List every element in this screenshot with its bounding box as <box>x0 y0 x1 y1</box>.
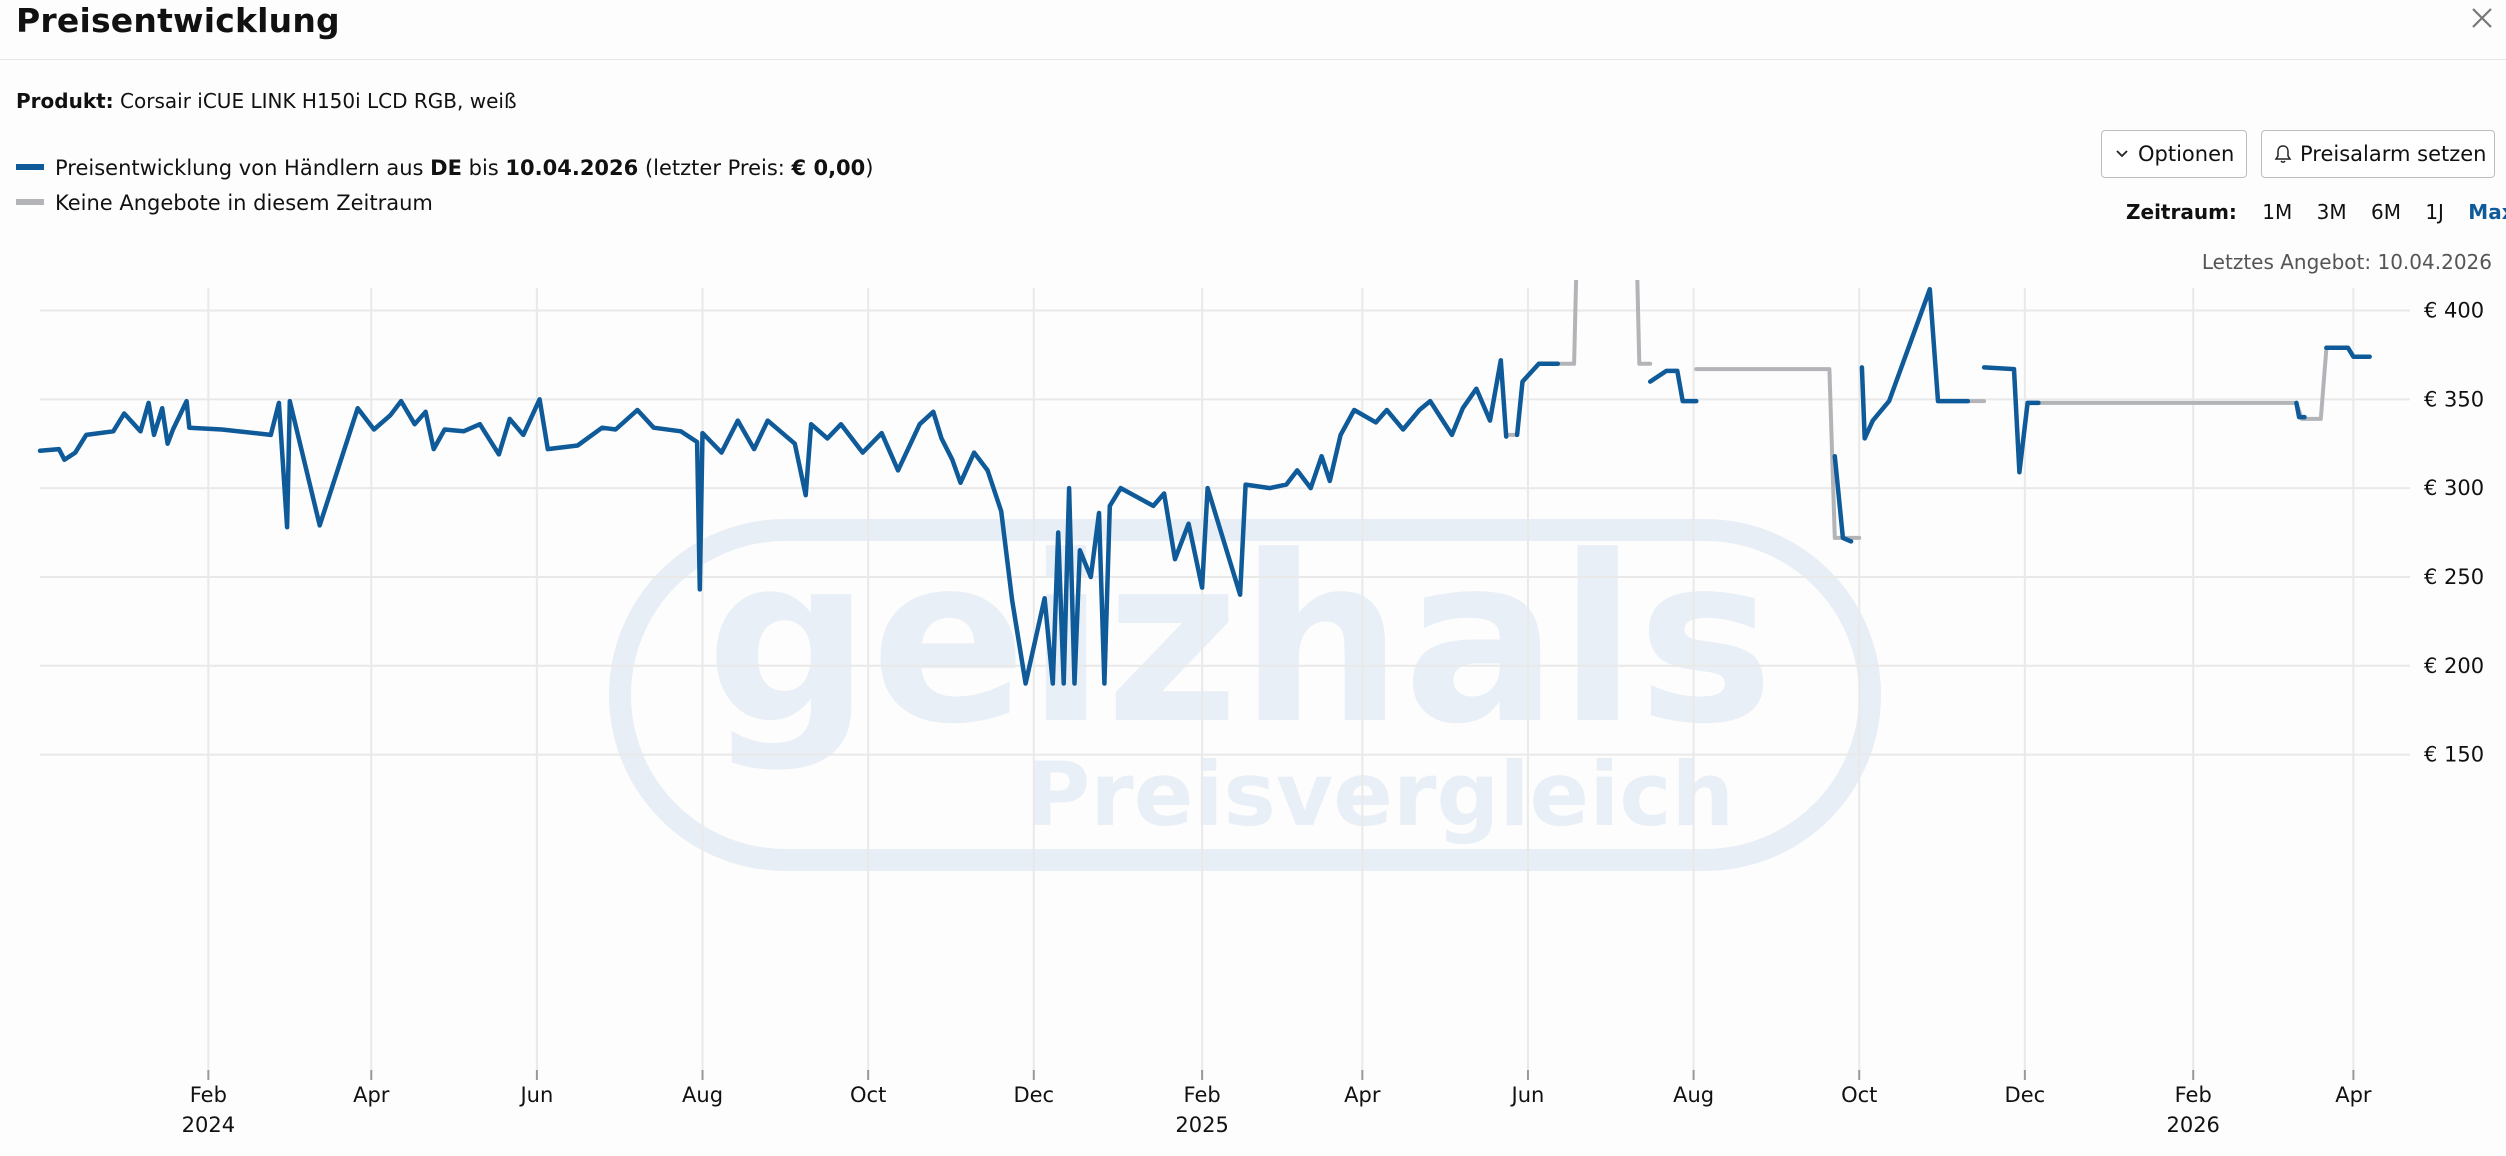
x-tick-label: Apr <box>1344 1083 1381 1107</box>
x-year-label: 2026 <box>2166 1113 2219 1137</box>
watermark-brand: geizhals <box>706 508 1774 775</box>
legend-price-until: bis <box>461 156 506 180</box>
x-tick-label: Feb <box>190 1083 227 1107</box>
range-selector: Zeitraum: 1M 3M 6M 1J Max <box>2126 199 2506 225</box>
legend-no-offer-label: Keine Angebote in diesem Zeitraum <box>55 191 433 215</box>
y-tick-label: € 250 <box>2424 565 2484 589</box>
chevron-down-icon <box>2116 149 2128 157</box>
x-tick-label: Feb <box>2175 1083 2212 1107</box>
x-tick-label: Aug <box>682 1083 723 1107</box>
x-tick-label: Apr <box>2335 1083 2372 1107</box>
x-tick-label: Jun <box>518 1083 553 1107</box>
options-label: Optionen <box>2138 142 2235 166</box>
dialog-header: Preisentwicklung <box>0 0 2506 60</box>
x-tick-label: Dec <box>1013 1083 1054 1107</box>
legend-suffix: ) <box>865 156 874 180</box>
price-segment <box>2324 345 2372 359</box>
chart-series <box>37 280 2372 686</box>
x-tick-label: Oct <box>1841 1083 1877 1107</box>
price-segment <box>1859 286 1971 441</box>
product-label: Produkt: <box>16 89 114 113</box>
last-offer-date: Letztes Angebot: 10.04.2026 <box>2201 250 2492 274</box>
legend-price-prefix: Preisentwicklung von Händlern aus <box>55 156 431 180</box>
x-tick-label: Aug <box>1673 1083 1714 1107</box>
no-offer-segment <box>1555 280 1653 366</box>
x-year-label: 2024 <box>182 1113 235 1137</box>
legend-no-offer: Keine Angebote in diesem Zeitraum <box>16 190 433 216</box>
price-alarm-label: Preisalarm setzen <box>2300 142 2487 166</box>
legend-no-offer-swatch <box>16 199 44 205</box>
x-tick-label: Feb <box>1184 1083 1221 1107</box>
price-segment <box>2294 400 2307 420</box>
options-button[interactable]: Optionen <box>2101 130 2247 178</box>
no-offer-segment <box>2036 347 2329 421</box>
x-tick-label: Apr <box>353 1083 390 1107</box>
y-tick-label: € 400 <box>2424 299 2484 323</box>
range-option-6m[interactable]: 6M <box>2370 200 2401 224</box>
product-line: Produkt: Corsair iCUE LINK H150i LCD RGB… <box>16 88 517 114</box>
range-label: Zeitraum: <box>2126 200 2237 224</box>
y-axis: € 150€ 200€ 250€ 300€ 350€ 400€ 450€ 500… <box>2424 299 2484 767</box>
product-name: Corsair iCUE LINK H150i LCD RGB, weiß <box>120 89 517 113</box>
watermark-sub: Preisvergleich <box>1026 743 1734 846</box>
range-option-1j[interactable]: 1J <box>2425 200 2444 224</box>
price-segment <box>1514 361 1561 438</box>
range-option-1m[interactable]: 1M <box>2262 200 2293 224</box>
y-tick-label: € 150 <box>2424 743 2484 767</box>
x-tick-label: Jun <box>1510 1083 1545 1107</box>
x-year-label: 2025 <box>1175 1113 1228 1137</box>
legend-last-prefix: (letzter Preis: <box>638 156 792 180</box>
legend-price-date: 10.04.2026 <box>505 156 639 180</box>
x-tick-label: Oct <box>850 1083 886 1107</box>
price-segment <box>1647 368 1699 404</box>
range-option-3m[interactable]: 3M <box>2316 200 2347 224</box>
price-segment <box>1832 453 1854 544</box>
legend-price-swatch <box>16 164 44 170</box>
y-tick-label: € 300 <box>2424 476 2484 500</box>
legend-price: Preisentwicklung von Händlern aus DE bis… <box>16 155 874 181</box>
y-tick-label: € 200 <box>2424 654 2484 678</box>
bell-icon <box>2274 144 2292 163</box>
x-axis: Feb 2024 Apr Jun Aug Oct Dec Feb 2025 Apr Jun Aug Oc… <box>182 1070 2372 1137</box>
x-tick-label: Dec <box>2005 1083 2046 1107</box>
price-segment <box>1981 365 2041 475</box>
price-segment <box>37 358 1509 686</box>
chart-grid <box>40 288 2410 1070</box>
close-icon[interactable] <box>2468 4 2496 32</box>
dialog-title: Preisentwicklung <box>16 1 340 40</box>
y-tick-label: € 350 <box>2424 387 2484 411</box>
range-option-max[interactable]: Max <box>2468 200 2506 224</box>
price-alarm-button[interactable]: Preisalarm setzen <box>2261 130 2495 178</box>
legend-last-price: € 0,00 <box>791 156 866 180</box>
legend-price-country: DE <box>430 156 462 180</box>
